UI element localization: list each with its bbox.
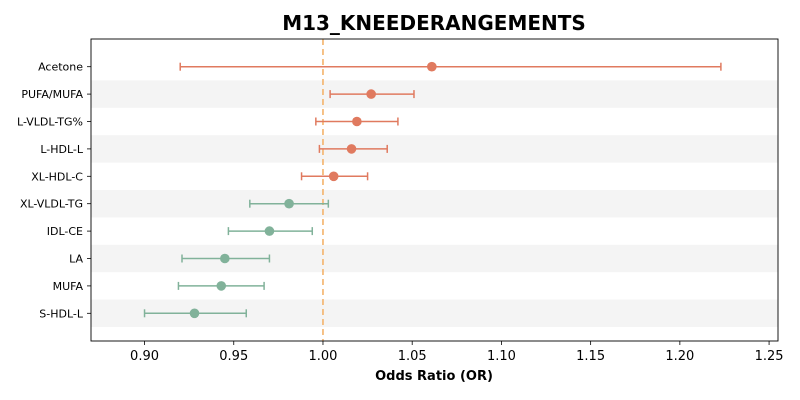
y-tick-label: XL-VLDL-TG	[20, 198, 83, 211]
point-estimate	[220, 253, 230, 264]
point-estimate	[427, 61, 437, 72]
chart-title: M13_KNEEDERANGEMENTS	[282, 11, 586, 35]
plot-frame	[90, 38, 779, 342]
x-tick-label: 1.25	[755, 349, 784, 364]
y-tick-label: LA	[69, 253, 83, 266]
point-estimate	[284, 198, 294, 209]
point-estimate	[328, 171, 339, 182]
x-axis-ticks: 0.90 0.95 1.00 1.05 1.10 1.15 1.20 1.25	[130, 341, 784, 364]
x-tick-label: 0.90	[130, 349, 159, 364]
y-tick-label: L-HDL-L	[40, 143, 84, 156]
y-tick-label: S-HDL-L	[39, 307, 84, 320]
y-tick-label: MUFA	[53, 280, 84, 293]
row-shade-band	[91, 80, 778, 108]
x-tick-label: 1.00	[308, 349, 337, 364]
y-axis-ticks: Acetone PUFA/MUFA L-VLDL-TG% L-HDL-L XL-HDL-…	[17, 61, 91, 320]
x-tick-label: 1.15	[576, 349, 605, 364]
row-shading	[91, 80, 778, 327]
x-tick-label: 1.20	[665, 349, 694, 364]
y-tick-label: XL-HDL-C	[31, 170, 83, 183]
point-estimate	[352, 116, 362, 127]
x-tick-label: 1.10	[487, 349, 516, 364]
point-estimate	[216, 281, 227, 291]
y-tick-label: L-VLDL-TG%	[17, 116, 83, 129]
x-tick-label: 1.05	[398, 349, 427, 364]
point-estimate	[264, 226, 275, 236]
point-estimate	[189, 308, 200, 319]
row-shade-band	[91, 190, 778, 218]
point-estimates	[189, 61, 437, 319]
point-estimate	[346, 144, 357, 154]
y-tick-label: IDL-CE	[47, 225, 83, 238]
point-estimate	[366, 89, 376, 99]
y-tick-label: Acetone	[38, 61, 83, 74]
x-tick-label: 0.95	[219, 349, 248, 364]
row-shade-band	[91, 135, 778, 163]
y-tick-label: PUFA/MUFA	[21, 88, 83, 101]
x-axis-label: Odds Ratio (OR)	[375, 369, 493, 384]
